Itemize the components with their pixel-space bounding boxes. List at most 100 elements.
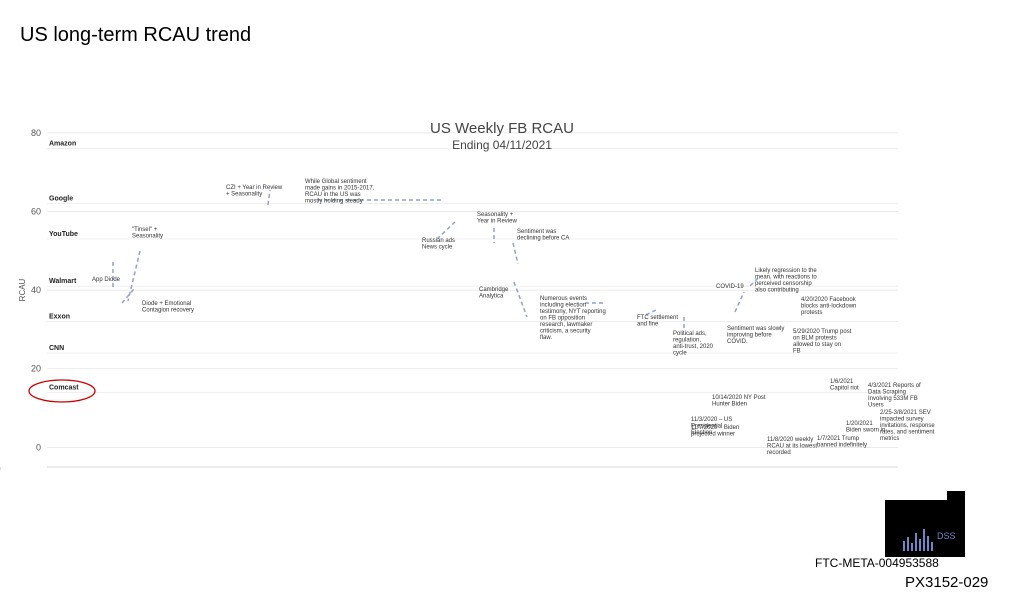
y-ticks: 0 20 40 60 80	[31, 128, 41, 452]
benchmark-labels: Amazon Google YouTube Walmart Exxon CNN Comcas…	[49, 141, 79, 392]
annotation-line: COVID.	[727, 339, 748, 345]
annotation-capitol-riot: 1/6/2021 Capitol riot	[830, 379, 859, 392]
annotation-line: criticism, a security	[540, 329, 591, 335]
annotation-line: perceived censorship	[755, 281, 812, 287]
annotation-ftc: FTC settlement and fine	[637, 315, 678, 328]
annotation-anti-lockdown: 4/20/2020 Facebook blocks anti-lockdown pr…	[801, 297, 857, 316]
y-tick-label: 20	[31, 364, 41, 374]
annotation-line: RCAU in the US was	[305, 192, 361, 198]
annotation-line: improving before	[727, 333, 772, 339]
y-tick-label: 40	[31, 285, 41, 295]
annotation-line: anti-trust, 2020	[673, 344, 714, 350]
annotation-biden-sworn: 1/20/2021 Biden sworn in	[846, 421, 885, 434]
annotation-line: metrics	[880, 436, 899, 442]
annotation-hunter-biden: 10/14/2020 NY Post Hunter Biden	[712, 395, 766, 408]
annotation-sentiment-improving: Sentiment was slowly improving before COVI…	[727, 326, 784, 345]
annotation-lowest-rcau: 11/8/2020 weekly RCAU at its lowest record…	[767, 437, 817, 456]
y-tick-label: 0	[36, 442, 41, 452]
annotation-line: flaw.	[540, 335, 552, 341]
annotation-covid: COVID-19	[716, 284, 744, 290]
annotation-diode-recovery: Diode + Emotional Contagion recovery	[142, 301, 194, 314]
annotation-sentiment-declining: Sentiment was declining before CA	[517, 229, 569, 242]
benchmark-label-exxon: Exxon	[49, 314, 70, 321]
annotation-line: RCAU at its lowest	[767, 444, 817, 450]
annotation-line: blocks anti-lockdown	[801, 304, 856, 310]
annotation-line: invitations, response	[880, 423, 935, 429]
annotation-russian-ads: Russian ads News cycle	[422, 238, 455, 251]
annotation-line: cycle	[673, 351, 687, 357]
annotation-line: Seasonality	[132, 234, 163, 240]
annotation-numerous-events: Numerous events including election testimo…	[540, 296, 606, 341]
annotation-political-ads: Political ads, regulation, anti-trust, 202…	[673, 331, 714, 357]
annotation-line: regulation,	[673, 338, 701, 344]
annotation-line: impacted survey	[880, 417, 924, 423]
annotation-line: research, lawmaker	[540, 322, 592, 328]
benchmark-label-comcast: Comcast	[49, 384, 79, 391]
annotation-tinsel: "Tinsel" + Seasonality	[132, 227, 163, 240]
annotation-line: also contributing	[755, 288, 799, 294]
benchmark-label-amazon: Amazon	[49, 141, 76, 148]
annotation-sev: 2/25-3/8/2021 SEV impacted survey invitati…	[880, 410, 935, 442]
annotation-line: Election	[691, 430, 712, 436]
annotation-line: mean, with reactions to	[755, 275, 817, 281]
annotation-line: on BLM protests	[793, 336, 837, 342]
annotation-line: + Seasonality	[226, 192, 262, 198]
annotation-trump-banned: 1/7/2021 Trump banned indefinitely	[817, 436, 867, 449]
annotation-global-sentiment: While Global sentiment made gains in 2015…	[305, 179, 375, 205]
comcast-highlight-ellipse	[28, 379, 96, 403]
y-tick-label: 80	[31, 128, 41, 138]
annotation-election: 11/3/2020 – US Presidential Election	[691, 417, 732, 436]
chart-title: US Weekly FB RCAU	[430, 120, 574, 137]
logo-bars-icon	[903, 529, 933, 551]
annotation-line: News cycle	[422, 245, 453, 251]
annotation-line: Capitol riot	[830, 386, 859, 392]
annotation-line: projected winner	[691, 432, 735, 438]
grid	[47, 132, 898, 468]
y-tick-label: 60	[31, 206, 41, 216]
annotation-line: Contagion recovery	[142, 308, 194, 314]
annotation-line: Biden sworn in	[846, 428, 885, 434]
bates-number: FTC-META-004953588	[815, 556, 939, 570]
chart-subtitle: Ending 04/11/2021	[452, 138, 552, 152]
annotation-line: App Diode	[92, 277, 121, 283]
annotation-line: declining before CA	[517, 236, 569, 242]
dss-logo: DSS	[885, 491, 965, 557]
annotation-line: testimony, NYT reporting	[540, 309, 606, 315]
annotation-line: recorded	[767, 450, 791, 456]
annotation-line: Analytica	[479, 294, 504, 300]
annotation-line: FB	[793, 349, 801, 355]
benchmark-label-google: Google	[49, 196, 73, 203]
annotation-trump-blm: 5/29/2020 Trump post on BLM protests allow…	[793, 329, 852, 355]
slide-title: US long-term RCAU trend	[20, 24, 252, 46]
annotation-regression: Likely regression to the mean, with react…	[755, 268, 817, 294]
y-axis-label: RCAU	[18, 278, 27, 301]
logo-text: DSS	[937, 531, 956, 541]
annotation-line: and fine	[637, 322, 659, 328]
annotation-line: banned indefinitely	[817, 443, 867, 449]
annotation-line: Users	[868, 403, 884, 409]
annotation-line: rates, and sentiment	[880, 430, 935, 436]
annotation-cambridge: Cambridge Analytica	[479, 287, 509, 300]
annotations: App Diode "Tinsel" + Seasonality Diode + …	[92, 179, 935, 456]
annotation-seasonality-yir: Seasonality + Year in Review	[477, 212, 517, 225]
annotation-line: allowed to stay on	[793, 342, 841, 348]
annotation-line: Year in Review	[477, 219, 517, 225]
benchmark-label-youtube: YouTube	[49, 231, 78, 238]
annotation-line: mostly holding steady	[305, 199, 363, 205]
annotation-line: on FB opposition	[540, 316, 585, 322]
annotation-arrows	[112, 189, 759, 328]
annotation-line: made gains in 2015-2017,	[305, 186, 375, 192]
exhibit-number: PX3152-029	[905, 574, 989, 591]
benchmark-label-cnn: CNN	[49, 345, 64, 352]
annotation-data-scraping: 4/3/2021 Reports of Data Scraping Involvin…	[868, 383, 921, 409]
benchmark-label-walmart: Walmart	[49, 278, 77, 285]
annotation-biden-projected: 11/7/2020 – Biden projected winner	[691, 425, 739, 438]
annotation-line: Presidential	[691, 424, 722, 430]
annotation-line: Data Scraping	[868, 390, 906, 396]
annotation-czi: CZI + Year in Review + Seasonality	[226, 185, 283, 198]
annotation-app-diode: App Diode	[92, 277, 121, 283]
annotation-line: protests	[801, 310, 822, 316]
annotation-line: Hunter Biden	[712, 402, 747, 408]
annotation-line: Involving 533M FB	[868, 396, 918, 402]
